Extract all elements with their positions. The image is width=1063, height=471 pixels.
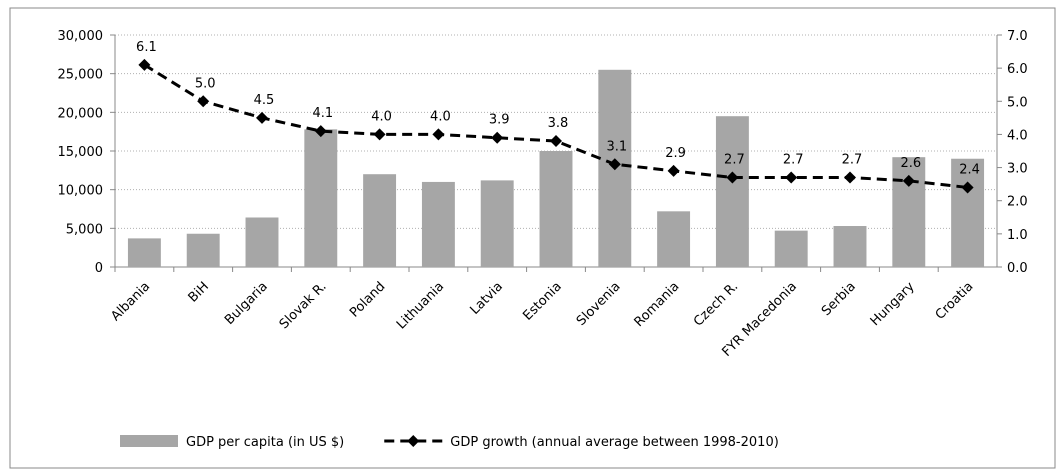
x-tick-label: Hungary: [868, 279, 918, 329]
marker: [197, 95, 210, 108]
bar: [421, 181, 455, 267]
x-tick-label: Slovenia: [574, 279, 624, 329]
bar: [892, 157, 926, 267]
bar: [480, 180, 514, 267]
y-tick-label: 5,000: [66, 222, 103, 237]
data-label: 2.7: [842, 153, 863, 168]
marker: [491, 131, 504, 144]
line: [143, 63, 968, 189]
x-tick-label: Latvia: [467, 279, 506, 318]
bar: [127, 238, 161, 267]
data-label: 4.1: [312, 106, 333, 121]
legend-marker: [407, 435, 420, 447]
x-tick-label: Bulgaria: [222, 279, 271, 328]
marker: [726, 171, 739, 184]
marker: [785, 171, 798, 184]
data-label: 3.8: [548, 116, 569, 131]
y2-tick-label: 1.0: [1007, 228, 1028, 243]
y2-tick-label: 5.0: [1007, 95, 1028, 110]
marker: [314, 125, 327, 138]
data-label: 2.9: [665, 146, 686, 161]
bar: [951, 158, 985, 267]
data-label: 6.1: [136, 40, 157, 55]
legend-label: GDP per capita (in US $): [186, 435, 344, 450]
bar: [715, 116, 749, 267]
marker: [432, 128, 445, 141]
bar: [245, 217, 279, 267]
y2-tick-label: 7.0: [1007, 29, 1028, 44]
x-tick-label: BiH: [186, 279, 212, 305]
bar: [774, 230, 808, 267]
marker: [373, 128, 386, 141]
bar: [186, 233, 220, 267]
x-tick-label: Serbia: [819, 279, 859, 319]
y-tick-label: 25,000: [58, 68, 104, 83]
x-tick-label: Albania: [108, 279, 153, 324]
marker: [608, 158, 621, 171]
y2-tick-label: 2.0: [1007, 195, 1028, 210]
legend-label: GDP growth (annual average between 1998-…: [450, 435, 779, 450]
marker: [902, 174, 915, 187]
bar: [833, 226, 867, 267]
y2-tick-label: 3.0: [1007, 162, 1028, 177]
data-label: 2.7: [724, 153, 745, 168]
y-tick-label: 30,000: [58, 29, 104, 44]
bar: [304, 129, 338, 267]
y2-tick-label: 4.0: [1007, 128, 1028, 143]
x-tick-label: Slovak R.: [277, 279, 330, 332]
data-label: 2.4: [959, 162, 980, 177]
marker: [667, 164, 680, 177]
legend-swatch: [120, 435, 178, 447]
x-tick-label: Croatia: [933, 279, 977, 323]
data-label: 2.6: [900, 156, 921, 171]
y-tick-label: 0: [95, 261, 103, 276]
data-label: 3.9: [489, 113, 510, 128]
x-tick-label: Czech R.: [691, 279, 741, 329]
marker: [550, 135, 562, 148]
chart-frame: [9, 7, 1056, 469]
marker: [844, 171, 856, 184]
data-label: 5.0: [195, 76, 216, 91]
x-tick-label: Romania: [632, 279, 683, 330]
bar: [657, 211, 691, 267]
marker: [961, 181, 974, 194]
marker: [138, 58, 151, 71]
data-label: 2.7: [783, 153, 804, 168]
x-tick-label: Lithuania: [394, 279, 447, 332]
y-tick-label: 10,000: [58, 184, 104, 199]
bar: [363, 174, 397, 267]
marker: [256, 111, 268, 124]
bar: [539, 151, 573, 267]
y2-tick-label: 6.0: [1007, 62, 1028, 77]
y-tick-label: 20,000: [58, 106, 104, 121]
x-tick-label: Estonia: [520, 279, 564, 323]
data-label: 4.0: [430, 109, 451, 124]
data-label: 4.0: [371, 109, 392, 124]
data-label: 4.5: [254, 93, 275, 108]
data-label: 3.1: [606, 139, 627, 154]
y-tick-label: 15,000: [58, 145, 104, 160]
x-tick-label: Poland: [347, 279, 388, 320]
y2-tick-label: 0.0: [1007, 261, 1028, 276]
